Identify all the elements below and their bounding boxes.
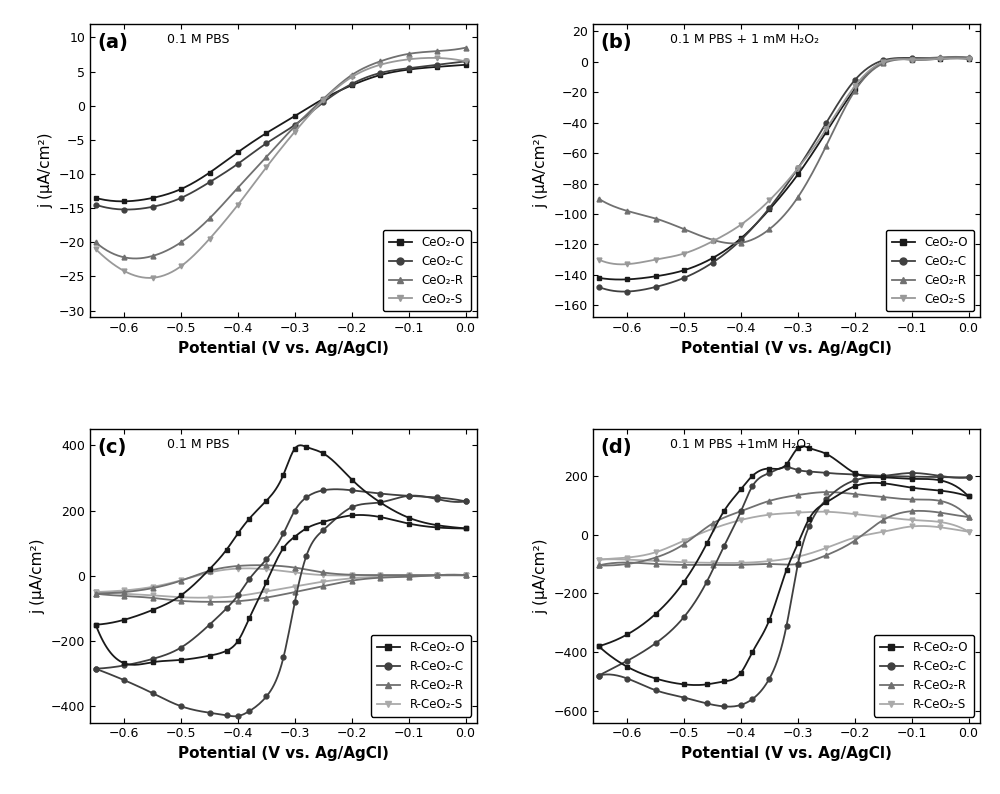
Legend: CeO₂-O, CeO₂-C, CeO₂-R, CeO₂-S: CeO₂-O, CeO₂-C, CeO₂-R, CeO₂-S — [886, 230, 974, 311]
Text: 0.1 M PBS: 0.1 M PBS — [167, 33, 230, 45]
Text: (d): (d) — [601, 437, 632, 457]
X-axis label: Potential (V vs. Ag/AgCl): Potential (V vs. Ag/AgCl) — [681, 746, 892, 761]
X-axis label: Potential (V vs. Ag/AgCl): Potential (V vs. Ag/AgCl) — [178, 746, 389, 761]
X-axis label: Potential (V vs. Ag/AgCl): Potential (V vs. Ag/AgCl) — [178, 341, 389, 356]
Text: 0.1 M PBS: 0.1 M PBS — [167, 437, 230, 451]
Legend: CeO₂-O, CeO₂-C, CeO₂-R, CeO₂-S: CeO₂-O, CeO₂-C, CeO₂-R, CeO₂-S — [383, 230, 471, 311]
Y-axis label: j (μA/cm²): j (μA/cm²) — [533, 133, 548, 208]
Text: (b): (b) — [601, 33, 632, 52]
Text: 0.1 M PBS +1mM H₂O₂: 0.1 M PBS +1mM H₂O₂ — [670, 437, 812, 451]
Y-axis label: j (μA/cm²): j (μA/cm²) — [38, 133, 53, 208]
X-axis label: Potential (V vs. Ag/AgCl): Potential (V vs. Ag/AgCl) — [681, 341, 892, 356]
Y-axis label: j (μA/cm²): j (μA/cm²) — [30, 538, 45, 614]
Text: (c): (c) — [98, 437, 127, 457]
Y-axis label: j (μA/cm²): j (μA/cm²) — [533, 538, 548, 614]
Text: (a): (a) — [98, 33, 129, 52]
Text: 0.1 M PBS + 1 mM H₂O₂: 0.1 M PBS + 1 mM H₂O₂ — [670, 33, 820, 45]
Legend: R-CeO₂-O, R-CeO₂-C, R-CeO₂-R, R-CeO₂-S: R-CeO₂-O, R-CeO₂-C, R-CeO₂-R, R-CeO₂-S — [874, 635, 974, 717]
Legend: R-CeO₂-O, R-CeO₂-C, R-CeO₂-R, R-CeO₂-S: R-CeO₂-O, R-CeO₂-C, R-CeO₂-R, R-CeO₂-S — [371, 635, 471, 717]
